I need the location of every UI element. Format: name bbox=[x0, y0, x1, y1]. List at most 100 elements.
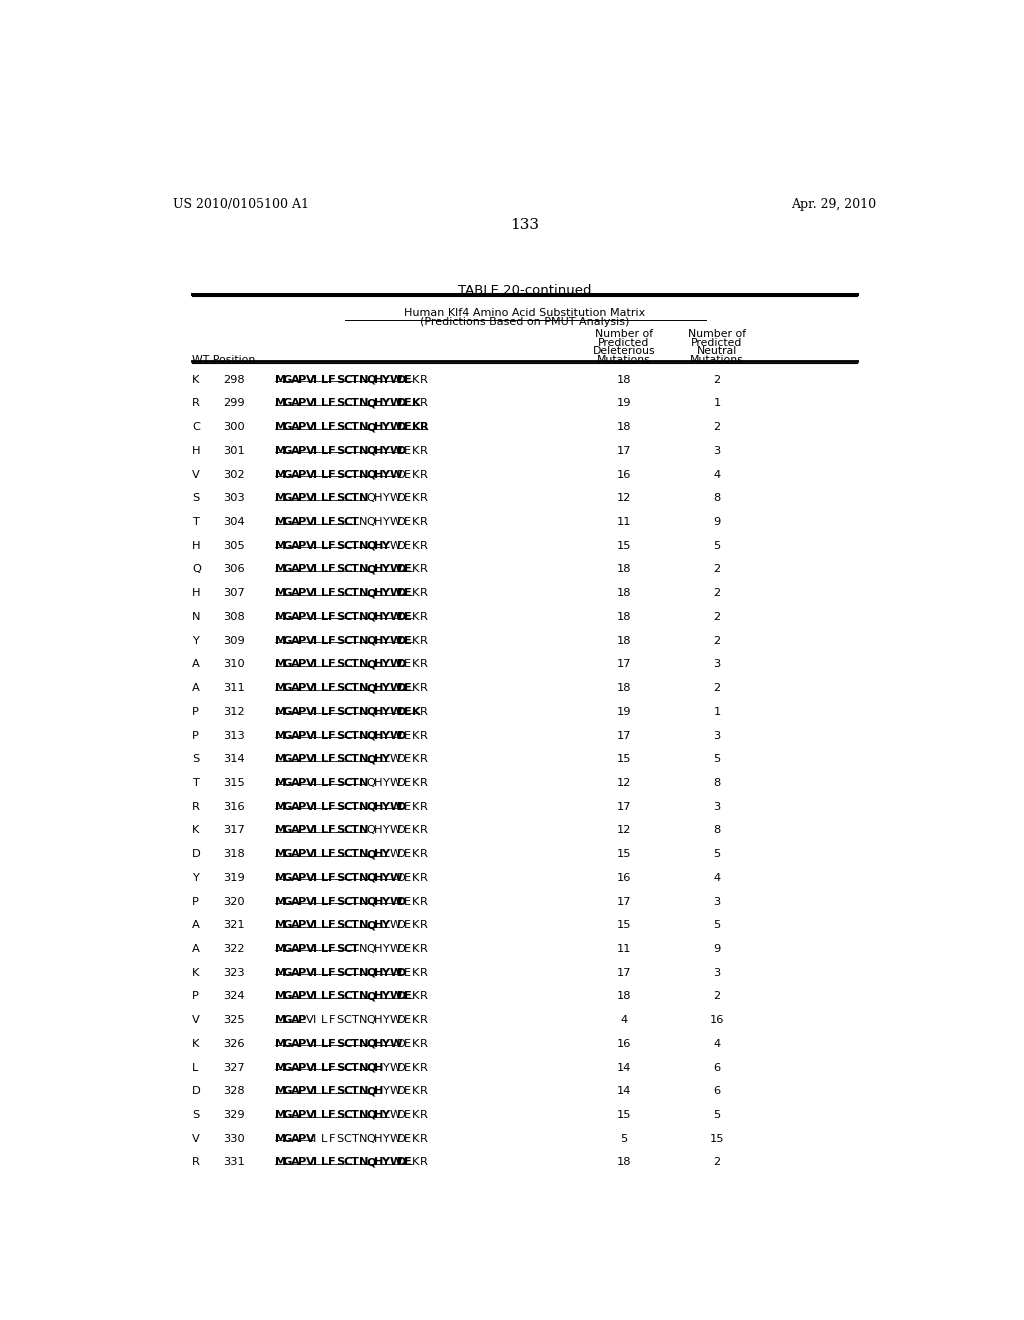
Text: 321: 321 bbox=[223, 920, 245, 931]
Text: P: P bbox=[298, 565, 306, 574]
Text: 2: 2 bbox=[714, 565, 721, 574]
Text: H: H bbox=[193, 589, 201, 598]
Text: 4: 4 bbox=[714, 1039, 721, 1049]
Text: 18: 18 bbox=[616, 565, 631, 574]
Text: 5: 5 bbox=[621, 1134, 628, 1143]
Text: Y: Y bbox=[193, 636, 200, 645]
Text: D: D bbox=[396, 612, 407, 622]
Text: S: S bbox=[336, 565, 344, 574]
Text: K: K bbox=[412, 682, 420, 693]
Text: T: T bbox=[351, 470, 359, 479]
Text: T: T bbox=[351, 422, 359, 432]
Text: Y: Y bbox=[382, 920, 390, 931]
Text: Q: Q bbox=[367, 730, 376, 741]
Text: Q: Q bbox=[367, 991, 376, 1002]
Text: 319: 319 bbox=[223, 873, 245, 883]
Text: 19: 19 bbox=[616, 706, 631, 717]
Text: 326: 326 bbox=[223, 1039, 245, 1049]
Text: K: K bbox=[412, 375, 420, 384]
Text: T: T bbox=[351, 920, 359, 931]
Text: K: K bbox=[412, 896, 420, 907]
Text: L: L bbox=[321, 991, 328, 1002]
Text: F: F bbox=[329, 636, 336, 645]
Text: Q: Q bbox=[367, 541, 376, 550]
Text: Mutations: Mutations bbox=[690, 355, 743, 364]
Text: 4: 4 bbox=[714, 873, 721, 883]
Text: F: F bbox=[329, 470, 336, 479]
Text: S: S bbox=[336, 612, 344, 622]
Text: L: L bbox=[321, 1015, 327, 1026]
Text: S: S bbox=[336, 777, 344, 788]
Text: M: M bbox=[275, 1063, 287, 1073]
Text: 3: 3 bbox=[714, 968, 721, 978]
Text: T: T bbox=[351, 1134, 358, 1143]
Text: 1: 1 bbox=[714, 706, 721, 717]
Text: P: P bbox=[193, 896, 200, 907]
Text: G: G bbox=[283, 1039, 292, 1049]
Text: E: E bbox=[404, 920, 412, 931]
Text: K: K bbox=[412, 517, 420, 527]
Text: Q: Q bbox=[367, 1086, 376, 1096]
Text: 15: 15 bbox=[616, 754, 631, 764]
Text: K: K bbox=[412, 1110, 420, 1119]
Text: M: M bbox=[275, 896, 287, 907]
Text: 17: 17 bbox=[616, 896, 631, 907]
Text: T: T bbox=[351, 825, 359, 836]
Text: P: P bbox=[298, 849, 306, 859]
Text: A: A bbox=[291, 777, 299, 788]
Text: C: C bbox=[344, 682, 352, 693]
Text: D: D bbox=[396, 565, 407, 574]
Text: T: T bbox=[351, 991, 359, 1002]
Text: K: K bbox=[412, 1039, 420, 1049]
Text: V: V bbox=[305, 612, 314, 622]
Text: 309: 309 bbox=[223, 636, 245, 645]
Text: Y: Y bbox=[382, 589, 390, 598]
Text: 6: 6 bbox=[714, 1086, 721, 1096]
Text: 16: 16 bbox=[710, 1015, 724, 1026]
Text: E: E bbox=[404, 849, 412, 859]
Text: I: I bbox=[313, 541, 317, 550]
Text: 325: 325 bbox=[223, 1015, 245, 1026]
Text: R: R bbox=[420, 777, 427, 788]
Text: C: C bbox=[344, 896, 352, 907]
Text: G: G bbox=[283, 636, 292, 645]
Text: W: W bbox=[389, 730, 401, 741]
Text: K: K bbox=[412, 920, 420, 931]
Text: D: D bbox=[396, 920, 406, 931]
Text: S: S bbox=[336, 636, 344, 645]
Text: L: L bbox=[321, 944, 328, 954]
Text: 317: 317 bbox=[223, 825, 245, 836]
Text: R: R bbox=[420, 754, 427, 764]
Text: 16: 16 bbox=[616, 470, 631, 479]
Text: G: G bbox=[283, 920, 292, 931]
Text: I: I bbox=[313, 968, 317, 978]
Text: E: E bbox=[404, 399, 412, 408]
Text: D: D bbox=[396, 873, 406, 883]
Text: S: S bbox=[336, 849, 344, 859]
Text: K: K bbox=[412, 849, 420, 859]
Text: 312: 312 bbox=[223, 706, 245, 717]
Text: S: S bbox=[336, 1158, 344, 1167]
Text: C: C bbox=[344, 730, 352, 741]
Text: (Predictions Based on PMUT Analysis): (Predictions Based on PMUT Analysis) bbox=[420, 317, 630, 327]
Text: 3: 3 bbox=[714, 660, 721, 669]
Text: I: I bbox=[313, 589, 317, 598]
Text: Predicted: Predicted bbox=[691, 338, 742, 347]
Text: M: M bbox=[275, 399, 287, 408]
Text: 16: 16 bbox=[616, 873, 631, 883]
Text: F: F bbox=[329, 896, 336, 907]
Text: D: D bbox=[396, 754, 406, 764]
Text: Q: Q bbox=[367, 517, 375, 527]
Text: C: C bbox=[344, 1134, 351, 1143]
Text: A: A bbox=[193, 944, 200, 954]
Text: R: R bbox=[420, 991, 427, 1002]
Text: Q: Q bbox=[367, 422, 376, 432]
Text: F: F bbox=[329, 1015, 335, 1026]
Text: E: E bbox=[404, 825, 412, 836]
Text: Y: Y bbox=[382, 682, 390, 693]
Text: S: S bbox=[336, 589, 344, 598]
Text: 18: 18 bbox=[616, 589, 631, 598]
Text: E: E bbox=[404, 1158, 412, 1167]
Text: 323: 323 bbox=[223, 968, 245, 978]
Text: V: V bbox=[305, 1158, 314, 1167]
